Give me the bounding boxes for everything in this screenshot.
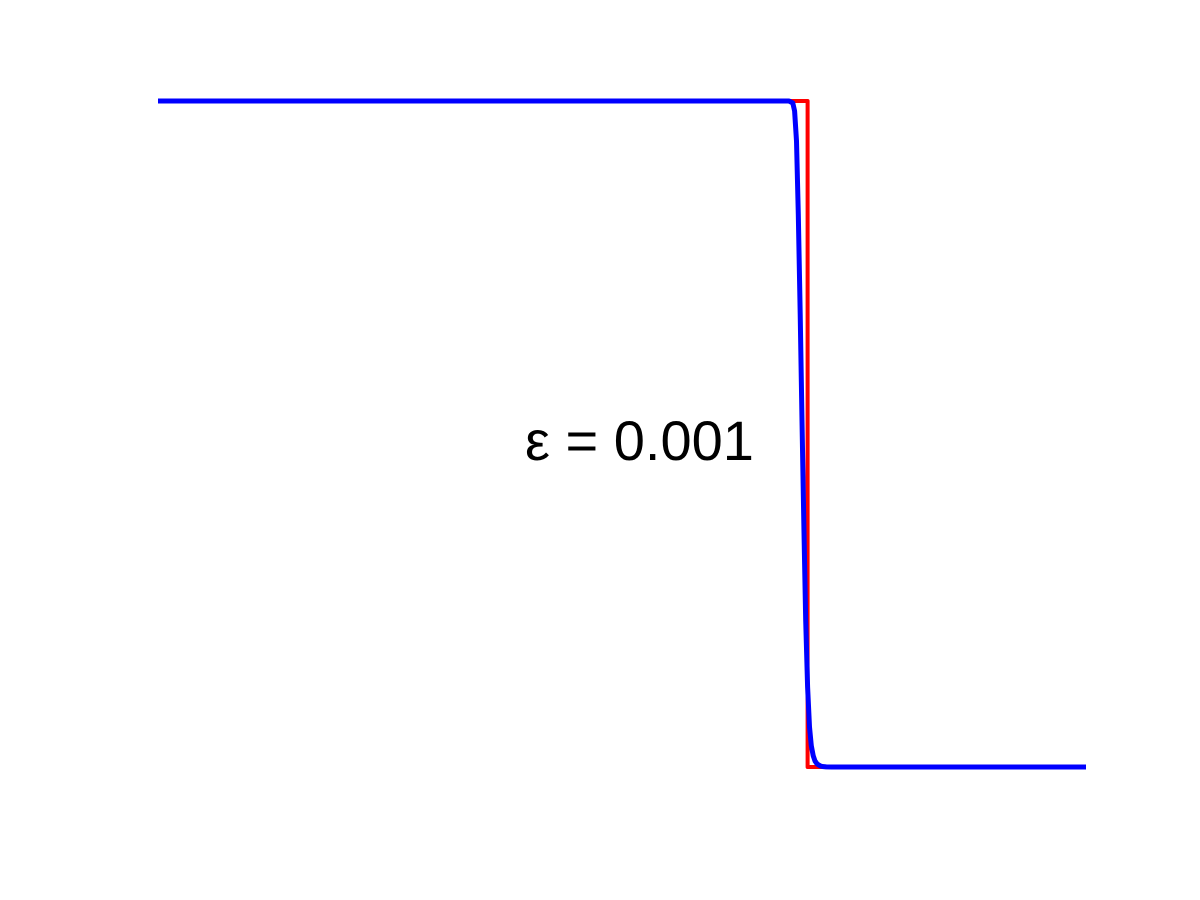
- series-line-2: [158, 98, 1086, 770]
- series-layer: [158, 98, 1086, 770]
- epsilon-annotation: ε = 0.001: [525, 409, 754, 472]
